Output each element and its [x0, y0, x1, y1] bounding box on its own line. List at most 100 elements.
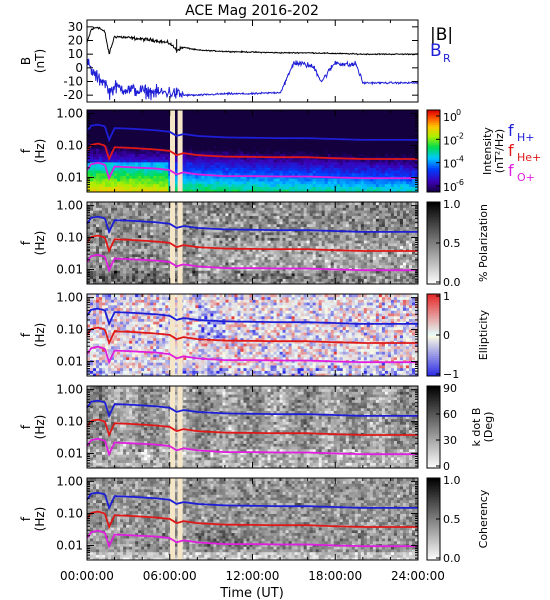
spectrogram-cell	[150, 140, 154, 144]
spectrogram-cell	[270, 156, 274, 160]
spectrogram-cell	[126, 229, 130, 233]
spectrogram-cell	[336, 186, 341, 190]
spectrogram-cell	[204, 234, 208, 238]
spectrogram-cell	[405, 159, 410, 163]
spectrogram-cell	[129, 221, 133, 225]
spectrogram-cell	[189, 129, 193, 133]
spectrogram-cell	[123, 207, 127, 211]
spectrogram-cell	[318, 110, 323, 114]
spectrogram-cell	[105, 278, 109, 282]
spectrogram-cell	[393, 153, 398, 157]
spectrogram-cell	[339, 118, 344, 122]
spectrogram-cell	[348, 161, 353, 166]
spectrogram-cell	[399, 172, 404, 176]
spectrogram-cell	[348, 151, 353, 155]
spectrogram-cell	[327, 123, 332, 127]
spectrogram-cell	[378, 170, 383, 174]
spectrogram-cell	[303, 178, 308, 182]
spectrogram-cell	[339, 129, 344, 133]
spectrogram-cell	[285, 112, 290, 116]
spectrogram-cell	[336, 110, 341, 114]
spectrogram-cell	[102, 267, 106, 271]
spectrogram-cell	[393, 181, 398, 185]
spectrogram-cell	[87, 281, 91, 285]
spectrogram-cell	[96, 170, 100, 174]
spectrogram-cell	[132, 186, 136, 190]
spectrogram-cell	[222, 253, 226, 258]
spectrogram-cell	[357, 170, 362, 174]
spectrogram-cell	[222, 181, 226, 185]
spectrogram-cell	[225, 186, 229, 190]
spectrogram-cell	[183, 183, 187, 187]
spectrogram-cell	[204, 156, 208, 160]
spectrogram-cell	[372, 167, 377, 171]
spectrogram-cell	[138, 212, 142, 217]
spectrogram-cell	[357, 183, 362, 187]
spectrogram-cell	[402, 131, 407, 135]
spectrogram-cell	[219, 153, 223, 157]
spectrogram-cell	[258, 131, 262, 135]
spectrogram-cell	[111, 270, 115, 274]
spectrogram-cell	[219, 215, 223, 219]
spectrogram-cell	[366, 148, 371, 152]
spectrogram-cell	[342, 112, 347, 116]
spectrogram-cell	[222, 232, 226, 236]
spectrogram-cell	[300, 178, 305, 182]
spectrogram-cell	[135, 189, 139, 193]
gyro-line-h	[86, 123, 418, 143]
spectrogram-cell	[138, 245, 142, 249]
spectrogram-cell	[297, 161, 302, 166]
spectrogram-cell	[258, 181, 262, 185]
spectrogram-image	[87, 110, 419, 193]
spectrogram-cell	[144, 256, 148, 260]
spectrogram-cell	[147, 234, 151, 238]
spectrogram-cell	[168, 270, 172, 274]
colorbar-cell	[427, 144, 440, 148]
spectrogram-cell	[339, 178, 344, 182]
spectrogram-cell	[93, 248, 97, 252]
spectrogram-cell	[327, 112, 332, 116]
spectrogram-cell	[384, 115, 389, 119]
spectrogram-cell	[342, 178, 347, 182]
spectrogram-cell	[114, 151, 118, 155]
spectrogram-cell	[330, 148, 335, 152]
spectrogram-cell	[201, 142, 205, 146]
spectrogram-cell	[240, 183, 244, 187]
spectrogram-cell	[348, 159, 353, 163]
spectrogram-cell	[174, 212, 178, 217]
spectrogram-cell	[153, 161, 157, 166]
spectrogram-cell	[165, 170, 169, 174]
spectrogram-cell	[414, 142, 419, 146]
spectrogram-cell	[129, 151, 133, 155]
spectrogram-cell	[243, 140, 247, 144]
spectrogram-cell	[87, 142, 91, 146]
spectrogram-cell	[96, 118, 100, 122]
spectrogram-cell	[123, 229, 127, 233]
spectrogram-cell	[135, 262, 139, 266]
spectrogram-cell	[126, 215, 130, 219]
spectrogram-cell	[396, 129, 401, 133]
spectrogram-cell	[234, 159, 238, 163]
spectrogram-cell	[105, 120, 109, 125]
spectrogram-cell	[339, 151, 344, 155]
spectrogram-cell	[156, 204, 160, 208]
spectrogram-cell	[168, 181, 172, 185]
spectrogram-cell	[267, 153, 271, 157]
spectrogram-cell	[327, 161, 332, 166]
spectrogram-cell	[90, 167, 94, 171]
spectrogram-cell	[222, 259, 226, 263]
spectrogram-cell	[135, 207, 139, 211]
spectrogram-cell	[96, 148, 100, 152]
spectrogram-cell	[222, 204, 226, 208]
spectrogram-cell	[276, 140, 280, 144]
spectrogram-cell	[165, 186, 169, 190]
spectrogram-cell	[378, 115, 383, 119]
spectrogram-cell	[216, 178, 220, 182]
spectrogram-cell	[108, 178, 112, 182]
spectrogram-cell	[354, 148, 359, 152]
spectrogram-cell	[195, 151, 199, 155]
spectrogram-cell	[111, 161, 115, 166]
spectrogram-cell	[213, 234, 217, 238]
spectrogram-cell	[396, 110, 401, 114]
